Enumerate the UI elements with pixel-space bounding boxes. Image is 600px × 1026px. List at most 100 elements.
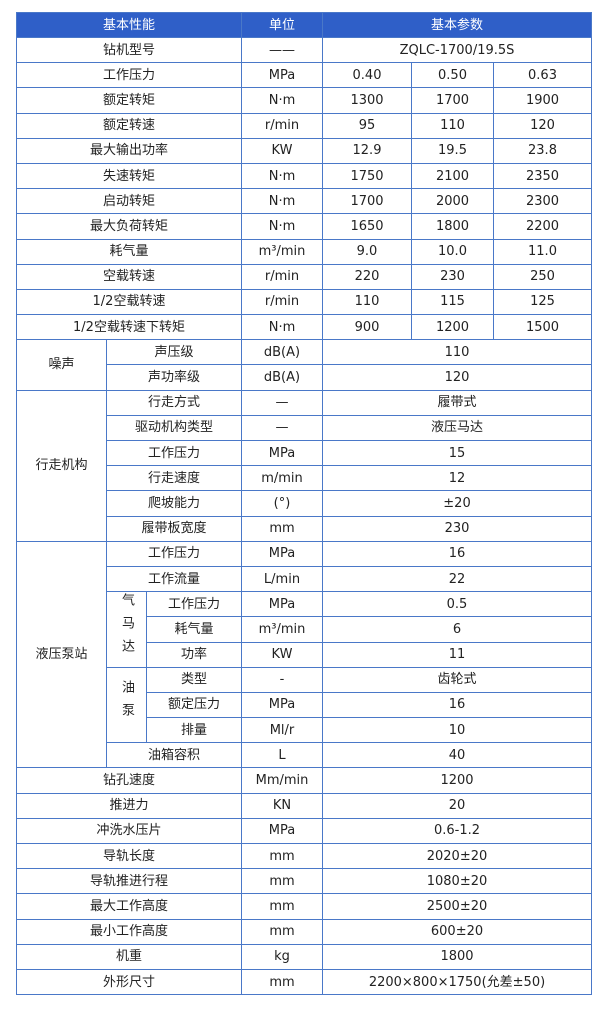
value-cell: 40 (322, 742, 592, 769)
table-row: 冲洗水压片 MPa 0.6-1.2 (16, 817, 592, 845)
label-cell: 外形尺寸 (16, 968, 242, 996)
table-row: 最大工作高度 mm 2500±20 (16, 893, 592, 920)
unit-cell: MPa (241, 817, 323, 845)
label-cell: 最大工作高度 (16, 893, 242, 920)
value-cell: 110 (322, 288, 412, 316)
table-row: 履带板宽度 mm 230 (17, 515, 592, 542)
unit-cell: (°) (241, 490, 323, 517)
unit-cell: - (241, 666, 323, 693)
value-cell: 15 (322, 439, 592, 467)
table-row: 外形尺寸 mm 2200×800×1750(允差±50) (16, 968, 592, 996)
value-cell: 20 (322, 792, 592, 819)
value-cell: 12.9 (322, 137, 412, 164)
value-cell: 22 (322, 565, 592, 593)
group-cell: 噪声 (16, 339, 107, 391)
label-cell: 最小工作高度 (16, 918, 242, 945)
table-row: 导轨长度 mm 2020±20 (16, 842, 592, 870)
label-cell: 工作压力 (106, 439, 242, 467)
label-cell: 启动转矩 (16, 188, 242, 215)
unit-cell: N·m (241, 188, 323, 215)
value-cell: 1300 (322, 87, 412, 114)
unit-cell: mm (241, 515, 323, 542)
value-cell: ±20 (322, 490, 592, 517)
value-cell: 125 (493, 288, 592, 316)
value-cell: 23.8 (493, 137, 592, 164)
unit-cell: L/min (241, 565, 323, 593)
unit-cell: — (241, 389, 323, 416)
label-cell: 声压级 (106, 339, 242, 366)
unit-cell: MPa (241, 591, 323, 618)
table-row: 最小工作高度 mm 600±20 (16, 918, 592, 945)
label-cell: 油箱容积 (106, 742, 242, 769)
table-row: 钻孔速度 Mm/min 1200 (16, 767, 592, 794)
value-cell: 600±20 (322, 918, 592, 945)
label-cell: 额定压力 (146, 691, 242, 719)
value-cell: 230 (411, 263, 494, 290)
unit-cell: m³/min (241, 238, 323, 265)
table-row: 工作流量 L/min 22 (17, 565, 592, 593)
label-cell: 额定转速 (16, 112, 242, 139)
unit-cell: mm (241, 842, 323, 870)
table-row: 额定转矩 N·m 1300 1700 1900 (16, 87, 592, 114)
unit-cell: N·m (241, 162, 323, 190)
value-cell: 220 (322, 263, 412, 290)
value-cell: 11.0 (493, 238, 592, 265)
unit-cell: L (241, 742, 323, 769)
value-cell: 1750 (322, 162, 412, 190)
value-cell: 0.63 (493, 62, 592, 89)
value-cell: 115 (411, 288, 494, 316)
label-cell: 导轨长度 (16, 842, 242, 870)
label-cell: 履带板宽度 (106, 515, 242, 542)
unit-cell: mm (241, 868, 323, 895)
header-params: 基本参数 (322, 12, 592, 38)
unit-cell: Ml/r (241, 717, 323, 744)
value-cell: 1800 (322, 943, 592, 970)
value-cell: 履带式 (322, 389, 592, 416)
value-cell: 2200 (493, 213, 592, 240)
label-cell: 功率 (146, 641, 242, 668)
value-cell: 10 (322, 717, 592, 744)
header-unit: 单位 (241, 12, 323, 38)
unit-cell: N·m (241, 314, 323, 341)
unit-cell: Mm/min (241, 767, 323, 794)
table-row: 排量 Ml/r 10 (17, 717, 592, 744)
table-row: 失速转矩 N·m 1750 2100 2350 (16, 162, 592, 190)
value-cell: 1700 (411, 87, 494, 114)
unit-cell: MPa (241, 439, 323, 467)
label-cell: 最大负荷转矩 (16, 213, 242, 240)
group-cell: 液压泵站 (16, 540, 107, 769)
unit-cell: KW (241, 137, 323, 164)
table-row: 功率 KW 11 (17, 641, 592, 668)
group-cell: 行走机构 (16, 389, 107, 542)
label-cell: 机重 (16, 943, 242, 970)
value-cell: 2350 (493, 162, 592, 190)
unit-cell: MPa (241, 540, 323, 567)
table-row: 导轨推进行程 mm 1080±20 (16, 868, 592, 895)
unit-cell: r/min (241, 288, 323, 316)
unit-cell: mm (241, 893, 323, 920)
value-cell: 120 (493, 112, 592, 139)
table-row: 额定压力 MPa 16 (17, 691, 592, 719)
value-cell: 9.0 (322, 238, 412, 265)
table-header: 基本性能 单位 基本参数 (16, 12, 592, 38)
value-cell: 16 (322, 691, 592, 719)
unit-cell: MPa (241, 62, 323, 89)
unit-cell: m³/min (241, 616, 323, 643)
value-cell: 0.40 (322, 62, 412, 89)
label-cell: 推进力 (16, 792, 242, 819)
value-cell: 液压马达 (322, 414, 592, 442)
unit-cell: KW (241, 641, 323, 668)
label-cell: 最大输出功率 (16, 137, 242, 164)
unit-cell: kg (241, 943, 323, 970)
table-row: 液压泵站 工作压力 MPa 16 (16, 540, 592, 769)
value-cell: ZQLC-1700/19.5S (322, 36, 592, 64)
value-cell: 120 (322, 364, 592, 391)
value-cell: 1080±20 (322, 868, 592, 895)
unit-cell: — (241, 414, 323, 442)
header-performance: 基本性能 (16, 12, 242, 38)
table-row: 推进力 KN 20 (16, 792, 592, 819)
label-cell: 额定转矩 (16, 87, 242, 114)
value-cell: 0.5 (322, 591, 592, 618)
table-row: 行走机构 行走方式 — 履带式 (16, 389, 592, 542)
value-cell: 1900 (493, 87, 592, 114)
